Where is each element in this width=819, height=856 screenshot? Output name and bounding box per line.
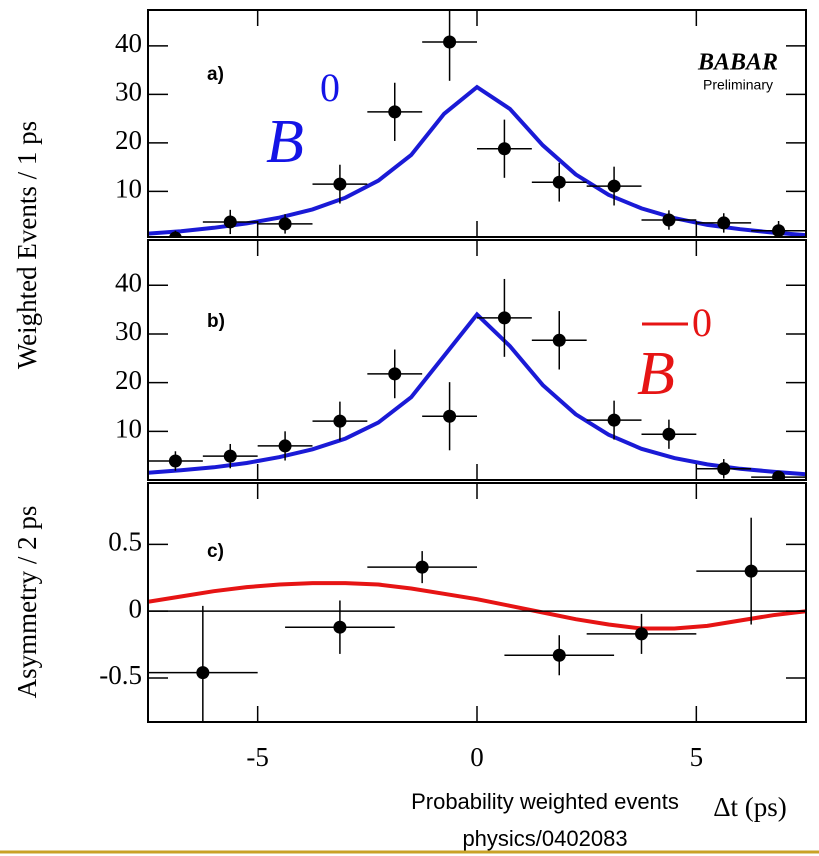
data-point xyxy=(744,564,758,578)
panel-label: c) xyxy=(207,541,224,562)
y-axis-title: Weighted Events / 1 ps xyxy=(12,121,42,369)
y-tick-label: 20 xyxy=(115,365,142,395)
y-tick-label: 10 xyxy=(115,174,142,204)
particle-symbol: B xyxy=(266,108,304,176)
data-point xyxy=(552,333,566,347)
data-point xyxy=(333,620,347,634)
data-point xyxy=(497,311,511,325)
particle-symbol: B xyxy=(637,340,675,408)
y-axis-title: Asymmetry / 2 ps xyxy=(12,506,42,699)
y-tick-label: 40 xyxy=(115,28,142,58)
data-point xyxy=(415,560,429,574)
data-point xyxy=(552,175,566,189)
particle-superscript: 0 xyxy=(692,300,712,345)
data-point xyxy=(168,231,182,237)
data-point xyxy=(333,414,347,428)
y-tick-label: 40 xyxy=(115,267,142,297)
data-point xyxy=(662,213,676,227)
data-point xyxy=(497,142,511,156)
data-point xyxy=(388,105,402,119)
y-tick-label: 30 xyxy=(115,316,142,346)
data-point xyxy=(223,215,237,229)
data-point xyxy=(443,409,457,423)
data-point xyxy=(607,179,621,193)
y-tick-label: 0 xyxy=(129,593,143,623)
y-tick-label: -0.5 xyxy=(99,660,142,690)
data-point xyxy=(662,427,676,441)
data-point xyxy=(717,216,731,230)
frame xyxy=(147,239,807,481)
frame xyxy=(147,482,807,723)
x-axis-title: Δt (ps) xyxy=(713,792,787,822)
plot-area xyxy=(148,517,806,722)
y-tick-label: 10 xyxy=(115,414,142,444)
data-point xyxy=(168,454,182,468)
data-point xyxy=(772,224,786,237)
data-point xyxy=(278,439,292,453)
logo-subtitle: Preliminary xyxy=(703,77,773,93)
data-point xyxy=(333,177,347,191)
data-point xyxy=(196,666,210,680)
footer-text: Probability weighted events xyxy=(411,789,679,814)
fit-curve xyxy=(148,311,806,477)
data-point xyxy=(223,449,237,463)
data-point xyxy=(388,367,402,381)
y-tick-label: 30 xyxy=(115,77,142,107)
plot-area xyxy=(148,278,806,480)
frame xyxy=(147,9,807,238)
plot-area xyxy=(148,10,806,237)
footer-text: physics/0402083 xyxy=(462,826,627,851)
x-tick-label: 5 xyxy=(690,742,704,772)
y-tick-label: 0.5 xyxy=(108,527,142,557)
panel-label: a) xyxy=(207,64,224,85)
fit-curve xyxy=(148,84,806,237)
data-point xyxy=(772,470,786,480)
x-tick-label: -5 xyxy=(246,742,269,772)
data-point xyxy=(635,627,648,641)
logo: BABAR xyxy=(697,50,778,76)
particle-superscript: 0 xyxy=(320,65,340,110)
data-point xyxy=(443,35,457,49)
data-point xyxy=(552,648,566,662)
data-point xyxy=(717,462,731,476)
data-point xyxy=(607,413,621,427)
x-tick-label: 0 xyxy=(470,742,484,772)
y-tick-label: 20 xyxy=(115,125,142,155)
panel-label: b) xyxy=(207,311,225,332)
fit-curve xyxy=(148,581,806,631)
data-point xyxy=(278,217,292,231)
